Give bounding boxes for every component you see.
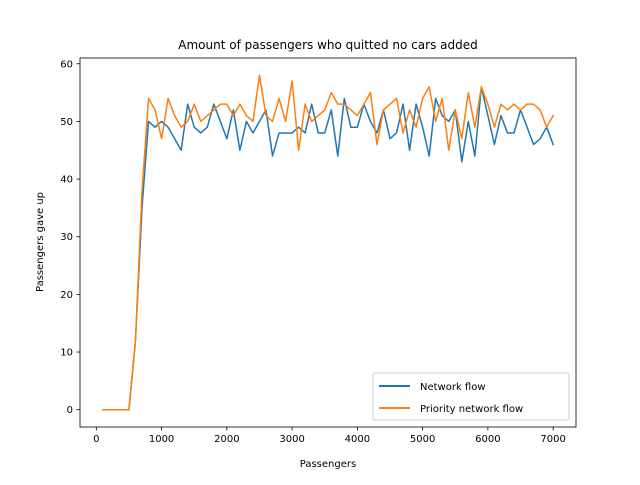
x-tick-label: 3000 [279, 434, 304, 445]
x-tick-label: 1000 [149, 434, 174, 445]
x-axis-label: Passengers [300, 459, 356, 470]
x-tick-label: 4000 [345, 434, 370, 445]
plot-frame [79, 57, 577, 428]
x-axis-ticks: 0 1000 2000 3000 4000 5000 6000 7000 [93, 427, 566, 445]
series-line-priority-network-flow [102, 74, 555, 411]
y-tick-label: 30 [60, 232, 73, 243]
series-line-network-flow [102, 86, 555, 411]
legend: Network flow Priority network flow [372, 372, 570, 421]
x-tick-label: 0 [93, 434, 99, 445]
y-axis-ticks: 0 10 20 30 40 50 60 [60, 59, 80, 416]
chart-title: Amount of passengers who quitted no cars… [178, 38, 477, 52]
y-axis-label: Passengers gave up [35, 192, 46, 292]
legend-box [372, 372, 570, 421]
legend-label-priority-network-flow: Priority network flow [420, 404, 523, 415]
x-tick-label: 2000 [214, 434, 239, 445]
x-tick-label: 6000 [475, 434, 500, 445]
y-tick-label: 60 [60, 59, 73, 70]
x-tick-label: 5000 [410, 434, 435, 445]
y-tick-label: 0 [67, 405, 73, 416]
y-tick-label: 10 [60, 348, 73, 359]
y-tick-label: 20 [60, 290, 73, 301]
y-tick-label: 50 [60, 117, 73, 128]
x-tick-label: 7000 [540, 434, 565, 445]
series-layer [102, 74, 555, 411]
legend-label-network-flow: Network flow [420, 382, 486, 393]
y-tick-label: 40 [60, 175, 73, 186]
